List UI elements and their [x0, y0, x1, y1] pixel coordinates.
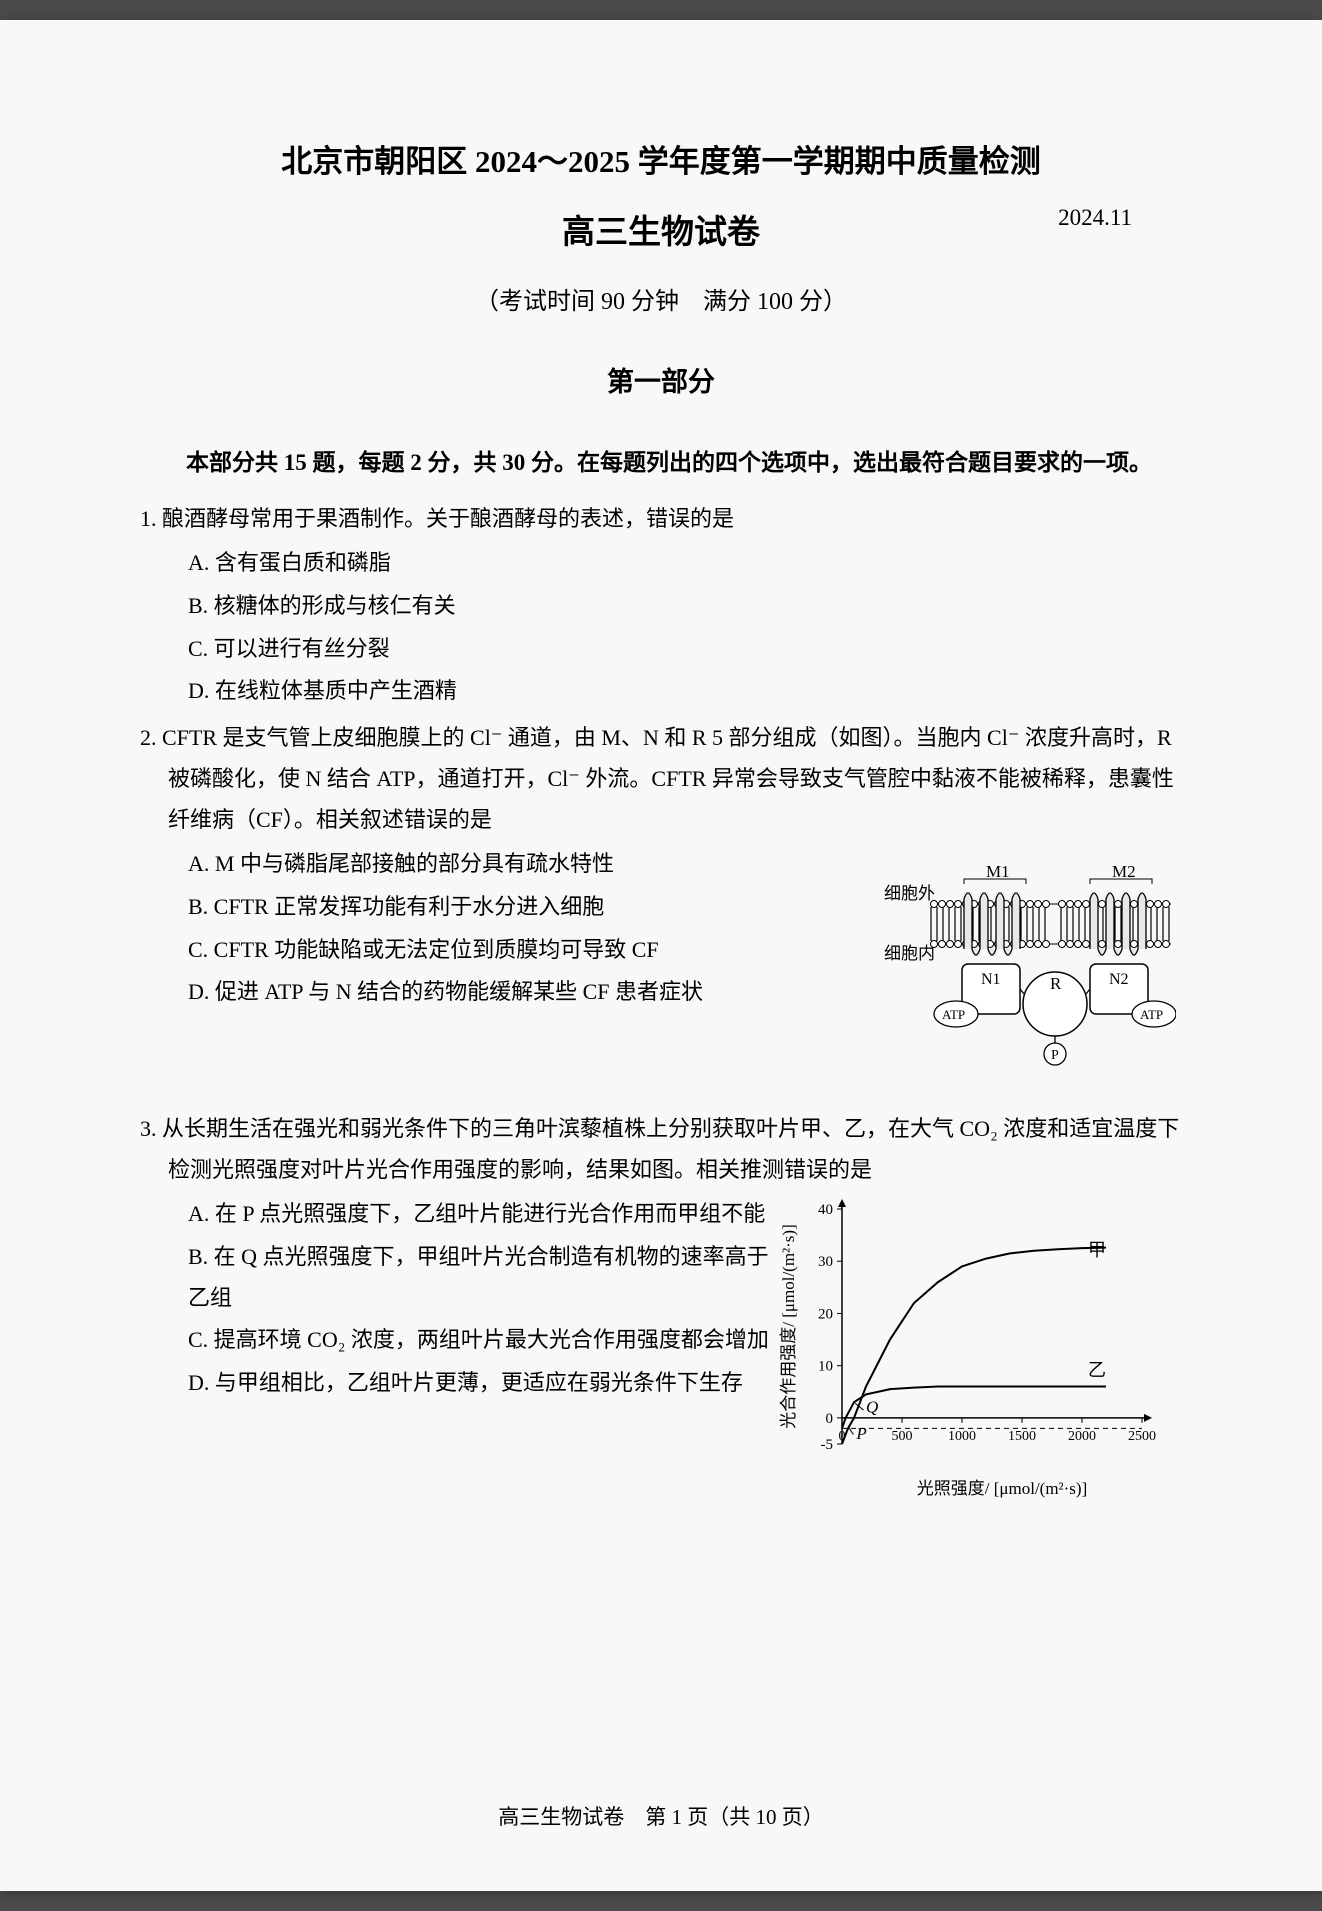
q1-option-c: C. 可以进行有丝分裂 — [188, 629, 1182, 670]
q2-option-a: A. M 中与磷脂尾部接触的部分具有疏水特性 — [188, 844, 872, 885]
svg-text:10: 10 — [818, 1359, 833, 1375]
q3-option-c: C. 提高环境 CO₂ 浓度，两组叶片最大光合作用强度都会增加 — [188, 1320, 772, 1361]
atp-left-label: ATP — [942, 1007, 965, 1022]
svg-text:2000: 2000 — [1068, 1429, 1096, 1444]
q1-option-a: A. 含有蛋白质和磷脂 — [188, 543, 1182, 584]
q2-options: A. M 中与磷脂尾部接触的部分具有疏水特性 B. CFTR 正常发挥功能有利于… — [140, 844, 872, 1013]
svg-text:甲: 甲 — [1088, 1240, 1106, 1260]
q3-option-d: D. 与甲组相比，乙组叶片更薄，更适应在弱光条件下生存 — [188, 1363, 772, 1404]
svg-text:500: 500 — [892, 1429, 913, 1444]
svg-text:光照强度/ [μmol/(m²·s)]: 光照强度/ [μmol/(m²·s)] — [917, 1479, 1088, 1498]
svg-text:乙: 乙 — [1088, 1360, 1106, 1380]
m1-label: M1 — [986, 862, 1010, 881]
p-label: P — [1051, 1048, 1059, 1063]
q2-body: CFTR 是支气管上皮细胞膜上的 Cl⁻ 通道，由 M、N 和 R 5 部分组成… — [162, 725, 1174, 831]
svg-text:2500: 2500 — [1128, 1429, 1156, 1444]
main-title: 北京市朝阳区 2024～2025 学年度第一学期期中质量检测 — [140, 136, 1182, 181]
q2-option-b: B. CFTR 正常发挥功能有利于水分进入细胞 — [188, 887, 872, 928]
q1-option-d: D. 在线粒体基质中产生酒精 — [188, 671, 1182, 712]
q3-option-b: B. 在 Q 点光照强度下，甲组叶片光合制造有机物的速率高于乙组 — [188, 1237, 772, 1318]
svg-text:20: 20 — [818, 1307, 833, 1323]
svg-text:0: 0 — [826, 1411, 834, 1427]
subtitle-row: 高三生物试卷 2024.11 — [140, 205, 1182, 253]
q1-option-b: B. 核糖体的形成与核仁有关 — [188, 586, 1182, 627]
instructions: 本部分共 15 题，每题 2 分，共 30 分。在每题列出的四个选项中，选出最符… — [140, 441, 1182, 485]
q1-num: 1. — [140, 506, 157, 531]
q3-intro: 3. 从长期生活在强光和弱光条件下的三角叶滨藜植株上分别获取叶片甲、乙，在大气 … — [140, 1109, 1182, 1190]
svg-text:1500: 1500 — [1008, 1429, 1036, 1444]
r-label: R — [1050, 974, 1062, 993]
question-2: 2. CFTR 是支气管上皮细胞膜上的 Cl⁻ 通道，由 M、N 和 R 5 部… — [140, 718, 1182, 1103]
svg-text:30: 30 — [818, 1254, 833, 1270]
q2-option-d: D. 促进 ATP 与 N 结合的药物能缓解某些 CF 患者症状 — [188, 972, 872, 1013]
q1-options: A. 含有蛋白质和磷脂 B. 核糖体的形成与核仁有关 C. 可以进行有丝分裂 D… — [140, 543, 1182, 712]
q3-option-a: A. 在 P 点光照强度下，乙组叶片能进行光合作用而甲组不能 — [188, 1194, 772, 1235]
q2-option-c: C. CFTR 功能缺陷或无法定位到质膜均可导致 CF — [188, 930, 872, 971]
cftr-diagram: 细胞外 细胞内 — [876, 859, 1176, 1089]
atp-right-label: ATP — [1140, 1007, 1163, 1022]
question-1: 1. 酿酒酵母常用于果酒制作。关于酿酒酵母的表述，错误的是 A. 含有蛋白质和磷… — [140, 499, 1182, 712]
q2-num: 2. — [140, 725, 157, 750]
q3-options: A. 在 P 点光照强度下，乙组叶片能进行光合作用而甲组不能 B. 在 Q 点光… — [140, 1194, 772, 1403]
q1-text: 1. 酿酒酵母常用于果酒制作。关于酿酒酵母的表述，错误的是 — [140, 499, 1182, 540]
question-3: 3. 从长期生活在强光和弱光条件下的三角叶滨藜植株上分别获取叶片甲、乙，在大气 … — [140, 1109, 1182, 1528]
svg-text:Q: Q — [866, 1398, 878, 1417]
date-label: 2024.11 — [1058, 205, 1132, 231]
page-footer: 高三生物试卷 第 1 页（共 10 页） — [0, 1801, 1322, 1831]
n1-label: N1 — [981, 971, 1001, 988]
svg-text:40: 40 — [818, 1202, 833, 1218]
svg-text:1000: 1000 — [948, 1429, 976, 1444]
label-outside: 细胞外 — [884, 884, 935, 903]
svg-text:-5: -5 — [821, 1437, 834, 1453]
q2-text: 2. CFTR 是支气管上皮细胞膜上的 Cl⁻ 通道，由 M、N 和 R 5 部… — [140, 718, 1182, 840]
exam-info: （考试时间 90 分钟 满分 100 分） — [140, 281, 1182, 316]
n2-label: N2 — [1109, 971, 1129, 988]
exam-page: 北京市朝阳区 2024～2025 学年度第一学期期中质量检测 高三生物试卷 20… — [0, 20, 1322, 1891]
m2-label: M2 — [1112, 862, 1136, 881]
photosynthesis-chart: -501020304005001000150020002500甲乙PQ光照强度/… — [772, 1194, 1172, 1514]
label-inside: 细胞内 — [884, 944, 935, 963]
q1-body: 酿酒酵母常用于果酒制作。关于酿酒酵母的表述，错误的是 — [162, 506, 734, 531]
svg-text:P: P — [855, 1424, 866, 1443]
svg-text:光合作用强度/ [μmol/(m²·s)]: 光合作用强度/ [μmol/(m²·s)] — [779, 1225, 798, 1430]
q3-num: 3. — [140, 1116, 157, 1141]
q3-intro-text: 从长期生活在强光和弱光条件下的三角叶滨藜植株上分别获取叶片甲、乙，在大气 CO₂… — [162, 1116, 1179, 1182]
subtitle: 高三生物试卷 — [562, 205, 760, 253]
section-title: 第一部分 — [140, 360, 1182, 399]
